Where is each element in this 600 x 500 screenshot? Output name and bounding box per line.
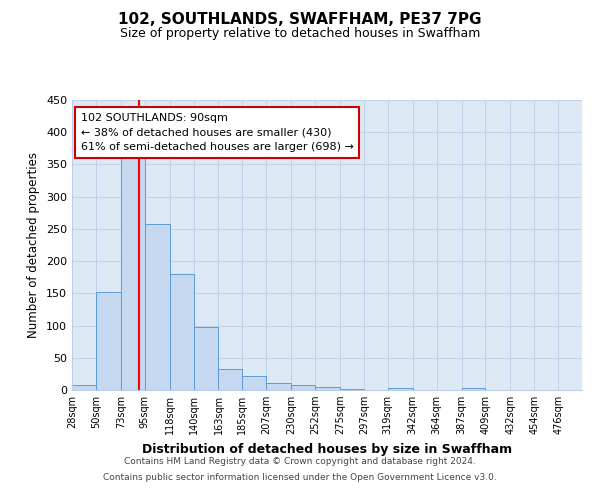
Bar [170, 274, 194, 390]
Text: 102 SOUTHLANDS: 90sqm
← 38% of detached houses are smaller (430)
61% of semi-det: 102 SOUTHLANDS: 90sqm ← 38% of detached … [80, 113, 353, 152]
Bar [145, 224, 170, 390]
Text: Contains HM Land Registry data © Crown copyright and database right 2024.: Contains HM Land Registry data © Crown c… [124, 458, 476, 466]
X-axis label: Distribution of detached houses by size in Swaffham: Distribution of detached houses by size … [142, 442, 512, 456]
Bar [218, 368, 242, 390]
Y-axis label: Number of detached properties: Number of detached properties [28, 152, 40, 338]
Bar [121, 152, 145, 390]
Bar [242, 376, 266, 390]
Bar [72, 386, 96, 390]
Bar [291, 385, 315, 390]
Text: 102, SOUTHLANDS, SWAFFHAM, PE37 7PG: 102, SOUTHLANDS, SWAFFHAM, PE37 7PG [118, 12, 482, 28]
Text: Contains public sector information licensed under the Open Government Licence v3: Contains public sector information licen… [103, 472, 497, 482]
Bar [96, 292, 121, 390]
Bar [194, 328, 218, 390]
Bar [315, 388, 340, 390]
Text: Size of property relative to detached houses in Swaffham: Size of property relative to detached ho… [120, 28, 480, 40]
Bar [388, 388, 413, 390]
Bar [266, 383, 291, 390]
Bar [461, 388, 485, 390]
